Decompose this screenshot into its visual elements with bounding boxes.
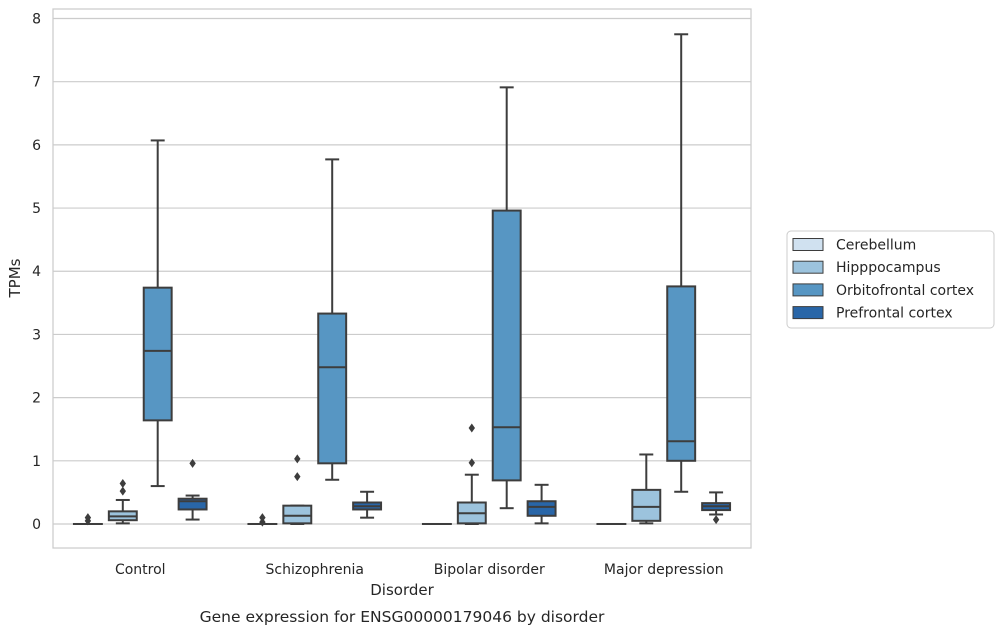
chart-caption: Gene expression for ENSG00000179046 by d… xyxy=(200,608,605,626)
box-body xyxy=(282,504,313,525)
boxes xyxy=(72,33,732,527)
y-tick-label: 7 xyxy=(32,75,41,91)
legend-swatch xyxy=(792,260,824,274)
outlier-point xyxy=(712,515,720,525)
legend-entry-label: Hipppocampus xyxy=(836,260,941,276)
box-hipppocampus xyxy=(282,454,313,525)
outlier-point xyxy=(468,423,475,433)
outlier-point xyxy=(119,486,126,496)
box-body xyxy=(317,312,348,465)
box-cerebellum xyxy=(247,513,278,527)
legend-entry-label: Prefrontal cortex xyxy=(836,306,953,322)
box-prefrontal-cortex xyxy=(177,458,208,521)
box-orbitofrontal-cortex xyxy=(317,158,348,481)
y-tick-label: 3 xyxy=(32,327,41,343)
outlier-point xyxy=(468,458,475,468)
box-body xyxy=(177,497,208,511)
legend-swatch xyxy=(792,306,824,320)
box-body xyxy=(526,500,557,517)
x-tick-label: Control xyxy=(115,562,166,578)
box-body xyxy=(666,285,697,462)
y-tick-label: 2 xyxy=(32,391,41,407)
legend-swatch xyxy=(792,238,824,251)
y-axis-label: TPMs xyxy=(6,258,24,298)
y-tick-label: 4 xyxy=(32,264,41,280)
y-tick-label: 6 xyxy=(32,138,41,154)
box-prefrontal-cortex xyxy=(526,483,557,525)
outlier-point xyxy=(259,513,266,523)
legend: Cerebellum Hipppocampus Orbitofrontal cort… xyxy=(786,230,995,329)
x-tick-labels: Control Schizophrenia Bipolar disorder Majo… xyxy=(115,562,724,578)
box-hipppocampus xyxy=(456,423,487,525)
legend-swatch xyxy=(792,283,824,297)
box-orbitofrontal-cortex xyxy=(491,86,522,510)
plot-background xyxy=(53,9,751,548)
y-tick-label: 5 xyxy=(32,201,41,217)
box-hipppocampus xyxy=(107,479,138,525)
outlier-point xyxy=(294,472,301,482)
box-prefrontal-cortex xyxy=(352,490,383,519)
box-hipppocampus xyxy=(631,453,662,525)
x-tick-label: Bipolar disorder xyxy=(434,562,545,578)
legend-entry-label: Cerebellum xyxy=(836,238,916,254)
outlier-point xyxy=(294,454,301,464)
box-orbitofrontal-cortex xyxy=(142,139,173,488)
box-orbitofrontal-cortex xyxy=(666,33,697,493)
outlier-point xyxy=(189,458,196,468)
box-prefrontal-cortex xyxy=(701,491,732,525)
outlier-point xyxy=(84,513,92,523)
y-tick-label: 1 xyxy=(32,454,41,470)
x-tick-label: Schizophrenia xyxy=(266,562,364,578)
legend-frame xyxy=(786,230,995,329)
x-axis-label: Disorder xyxy=(370,581,434,599)
outlier-point xyxy=(119,479,126,489)
legend-entry-label: Orbitofrontal cortex xyxy=(836,283,974,299)
y-tick-label: 0 xyxy=(32,517,41,533)
y-tick-labels: 0 1 2 3 4 5 6 7 8 xyxy=(32,11,41,533)
x-tick-label: Major depression xyxy=(604,562,724,578)
box-body xyxy=(631,488,662,522)
plot-frame xyxy=(52,8,752,549)
box-body xyxy=(142,286,173,422)
box-cerebellum xyxy=(72,513,103,526)
box-body xyxy=(491,209,522,482)
y-tick-label: 8 xyxy=(32,11,41,27)
